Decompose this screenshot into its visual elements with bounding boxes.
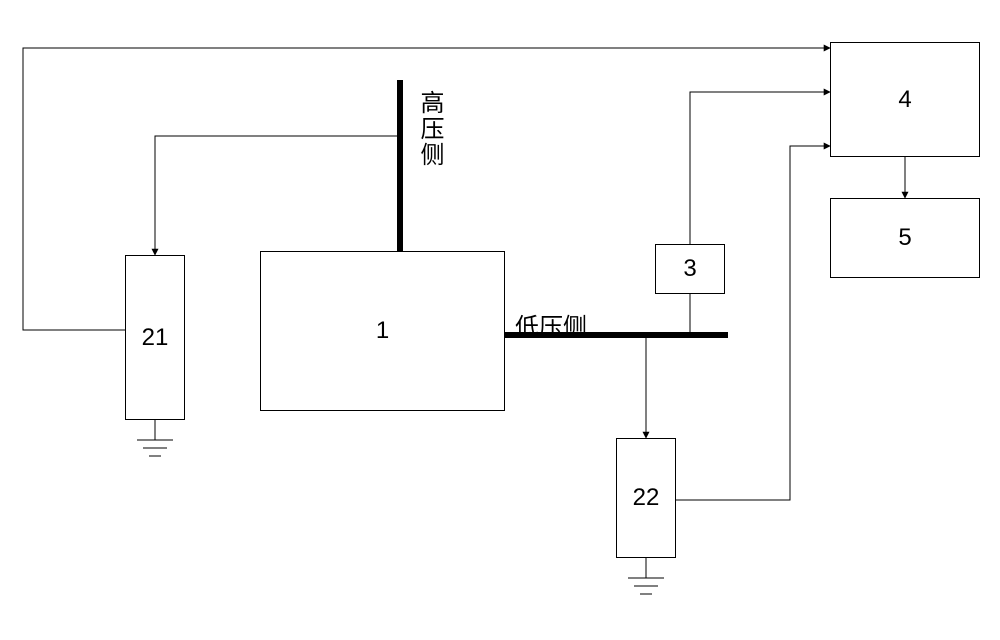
block-1: 1 bbox=[260, 251, 505, 411]
block-22-label: 22 bbox=[633, 484, 660, 512]
block-22: 22 bbox=[616, 438, 676, 558]
block-1-label: 1 bbox=[376, 317, 389, 345]
block-4-label: 4 bbox=[898, 86, 911, 114]
block-3: 3 bbox=[655, 244, 725, 294]
block-3-label: 3 bbox=[683, 255, 696, 283]
block-4: 4 bbox=[830, 42, 980, 157]
block-21: 21 bbox=[125, 255, 185, 420]
ground-symbols bbox=[137, 420, 664, 594]
diagram-canvas: 1 21 3 4 5 22 高压侧 低压侧 bbox=[0, 0, 1000, 640]
block-5-label: 5 bbox=[898, 224, 911, 252]
block-5: 5 bbox=[830, 198, 980, 278]
hv-side-label: 高压侧 bbox=[412, 90, 447, 168]
lv-side-label: 低压侧 bbox=[515, 307, 587, 342]
block-21-label: 21 bbox=[142, 324, 169, 352]
